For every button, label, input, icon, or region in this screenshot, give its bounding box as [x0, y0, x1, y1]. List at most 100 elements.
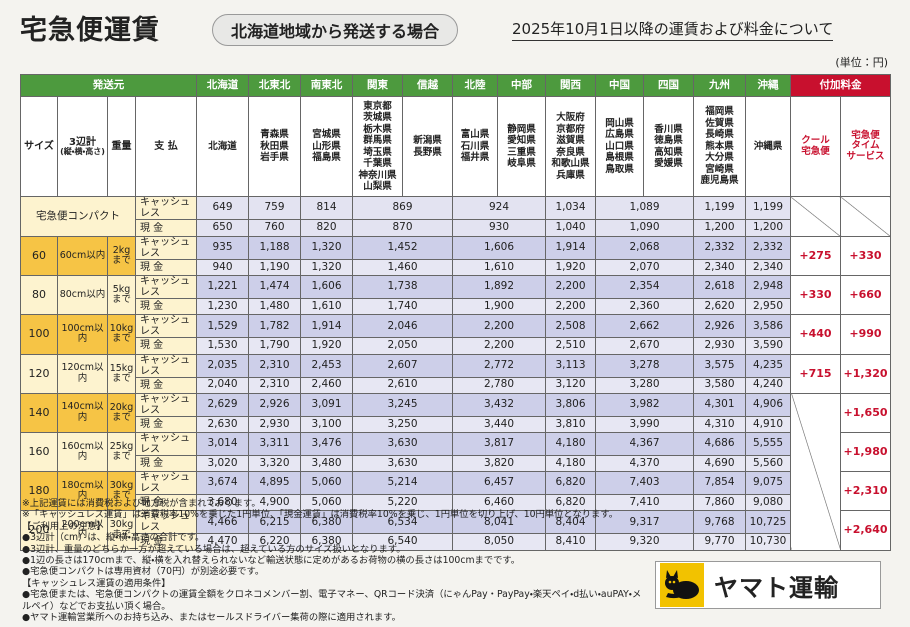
fare-row: 140 140cm以内 20kg まで キャッシュレス 2,629 2,926 3,091 3,…: [20, 392, 891, 551]
prefecture: 福井県: [460, 152, 490, 164]
weight: 5kg まで: [107, 275, 136, 316]
fare: 4,910: [745, 415, 791, 433]
logo-icon: [660, 563, 704, 607]
prefecture: 香川県: [654, 123, 683, 135]
fare: 2,050: [352, 337, 453, 355]
fare: 4,240: [745, 376, 791, 394]
time-surcharge: +990: [840, 314, 891, 355]
title: 宅急便運賃: [20, 15, 160, 46]
prefectures: 宮城県 山形県 福島県: [300, 96, 353, 197]
payment: 現 金: [135, 258, 197, 277]
weight: 15kg まで: [107, 353, 136, 394]
weight-note: まで: [111, 372, 131, 384]
fare: 3,250: [352, 415, 453, 433]
prefecture: 群馬県: [363, 135, 392, 146]
fare: 3,817: [452, 431, 546, 456]
prefecture: 鳥取県: [605, 163, 634, 175]
fare: 3,810: [545, 415, 596, 433]
fare: 3,100: [300, 415, 353, 433]
fare: 3,020: [196, 454, 249, 473]
prefecture: 沖縄県: [753, 140, 783, 152]
fare: 1,892: [452, 275, 546, 300]
fare: 2,926: [248, 392, 301, 417]
fare: 1,920: [545, 258, 596, 277]
fare: 3,120: [545, 376, 596, 394]
fare: 1,460: [352, 258, 453, 277]
surcharge-type-line: タイム: [851, 140, 880, 152]
fare: 8,404: [545, 510, 596, 535]
prefecture: 高知県: [654, 146, 683, 158]
prefecture: 愛知県: [507, 135, 536, 146]
weight-note: まで: [111, 490, 131, 502]
fare: 1,529: [196, 314, 249, 339]
fare: 3,091: [300, 392, 353, 417]
fare: 759: [248, 196, 301, 220]
prefecture: 大阪府: [556, 112, 585, 123]
notice: 2025年10月1日以降の運賃および料金について: [512, 18, 834, 41]
fare: 2,780: [452, 376, 546, 394]
weight-note: まで: [111, 529, 131, 541]
time-surcharge: +2,640: [840, 510, 891, 551]
origin-header: 発送元: [20, 74, 197, 97]
prefecture: 大分県: [705, 152, 734, 164]
fare: 5,214: [352, 471, 453, 496]
region-header: 信越: [402, 74, 453, 97]
fare: 3,575: [693, 353, 746, 378]
fare: 4,301: [693, 392, 746, 417]
surcharge-type-line: 宅急便: [851, 129, 880, 141]
fare: 2,068: [595, 236, 694, 260]
fare: 7,410: [595, 494, 694, 512]
cool-surcharge: +715: [790, 353, 841, 394]
fare: 1,790: [248, 337, 301, 355]
fare: 2,950: [745, 298, 791, 316]
fare: 3,480: [300, 454, 353, 473]
fare: 8,041: [452, 510, 546, 535]
size: 120: [20, 353, 58, 394]
prefectures: 北海道: [196, 96, 249, 197]
prefecture: 山梨県: [363, 181, 392, 192]
dims-note: (縦・横・高さ): [60, 146, 105, 156]
dims: 120cm以内: [57, 353, 108, 394]
weight-value: 10kg: [109, 323, 134, 335]
fare: 1,738: [352, 275, 453, 300]
fare: 2,510: [545, 337, 596, 355]
fare: 2,772: [452, 353, 546, 378]
prefecture: 宮崎県: [705, 163, 734, 175]
note: ※上記運賃には消費税および地方税が含まれております。: [22, 498, 261, 509]
weight-note: まで: [111, 333, 131, 345]
note-item: ●宅急便コンパクトは専用資材（70円）が別途必要です。: [22, 566, 265, 578]
fare: 4,235: [745, 353, 791, 378]
fare-row: 現 金 940 1,190 1,320 1,460 1,610 1,920 2,070 2,34…: [21, 258, 891, 277]
fare: 1,474: [248, 275, 301, 300]
fare: 5,060: [300, 494, 353, 512]
fare: 870: [352, 219, 453, 237]
fare: 4,180: [545, 431, 596, 456]
size: 140: [20, 392, 58, 433]
prefecture-row: サイズ 3辺計 (縦・横・高さ) 重量支 払北海道 青森県 秋田県 岩手県 宮城県 山形県 福島県…: [20, 96, 891, 197]
fare: 1,900: [452, 298, 546, 316]
prefecture: 三重県: [507, 146, 536, 158]
fare: 3,630: [352, 431, 453, 456]
surcharge-type-line: 宅急便: [801, 145, 830, 157]
notes: ※上記運賃には消費税および地方税が含まれております。 ※「キャッシュレス運賃」は消…: [22, 498, 882, 623]
fare: 4,466: [196, 510, 249, 535]
fare: 5,220: [352, 494, 453, 512]
fare: 2,200: [452, 314, 546, 339]
fare: 3,280: [595, 376, 694, 394]
fare: 3,982: [595, 392, 694, 417]
size: 100: [20, 314, 58, 355]
fare: 5,060: [300, 471, 353, 496]
fare: 2,629: [196, 392, 249, 417]
fare: 2,610: [352, 376, 453, 394]
fare: 1,200: [745, 219, 791, 237]
prefecture: 東京都: [363, 100, 392, 112]
fare-row: 120 120cm以内 15kg まで キャッシュレス 2,035 2,310 2,453 2,…: [20, 353, 891, 394]
fare: 2,340: [745, 258, 791, 277]
fare: 2,070: [595, 258, 694, 277]
dims-header: 3辺計 (縦・横・高さ): [57, 96, 108, 197]
dims-label: 3辺計: [69, 136, 96, 148]
weight: 10kg まで: [107, 314, 136, 355]
time-surcharge: +660: [840, 275, 891, 316]
prefecture: 神奈川県: [358, 169, 397, 181]
fare: 2,670: [595, 337, 694, 355]
